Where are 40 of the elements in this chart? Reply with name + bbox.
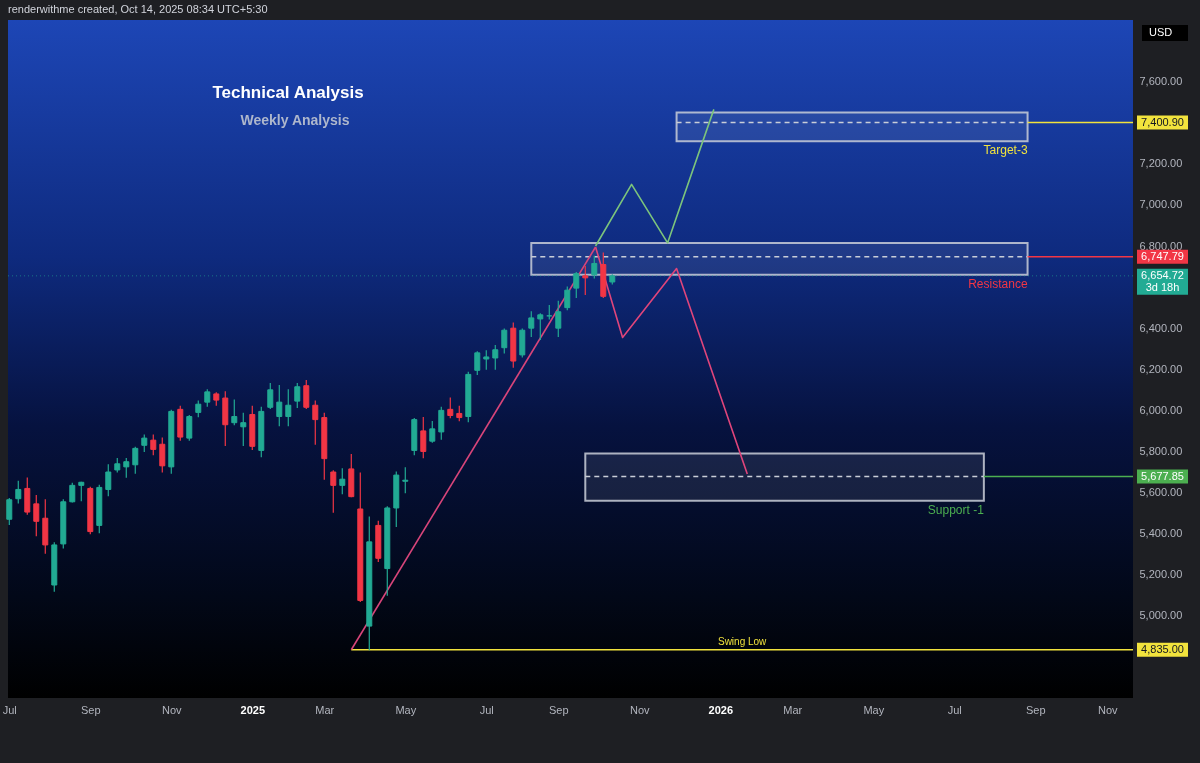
x-tick-label: Jul xyxy=(479,703,494,716)
text: renderwithme created, Oct 14, 2025 08:34 UTC+5:30 xyxy=(8,3,268,15)
y-tick-label: 5,600.00 xyxy=(1139,486,1183,499)
x-tick-label: Jul xyxy=(2,703,17,716)
data-label: 7,400.90 xyxy=(1141,115,1184,128)
x-tick-label: Mar xyxy=(315,703,335,716)
x-tick-label: Sep xyxy=(1026,703,1046,716)
y-tick-label: 6,000.00 xyxy=(1139,403,1183,416)
y-tick-label: 7,000.00 xyxy=(1139,198,1183,211)
ref-line-label: 6,654.72 3d 18h xyxy=(1141,268,1184,293)
text: Support -1 xyxy=(927,502,985,517)
series-label: Swing Low xyxy=(717,635,768,647)
text: Technical Analysis xyxy=(212,83,364,102)
x-tick-label: Nov xyxy=(1098,703,1119,716)
y-tick-label: 5,800.00 xyxy=(1139,444,1183,457)
x-tick-label: Nov xyxy=(162,703,183,716)
series-label: Resistance xyxy=(968,276,1028,291)
y-tick-label: 5,200.00 xyxy=(1139,568,1183,581)
y-tick-label: 6,200.00 xyxy=(1139,362,1183,375)
x-tick-label: May xyxy=(863,703,885,716)
x-tick-label: Nov xyxy=(630,703,651,716)
y-tick-label: 6,400.00 xyxy=(1139,321,1183,334)
text: USD xyxy=(1149,26,1173,38)
y-tick-label: 5,400.00 xyxy=(1139,527,1183,540)
x-tick-label: 2026 xyxy=(708,703,734,716)
x-tick-label: Mar xyxy=(783,703,803,716)
x-tick-label: 2025 xyxy=(240,703,266,716)
y-tick-label: 7,600.00 xyxy=(1139,75,1183,88)
y-tick-label: 7,200.00 xyxy=(1139,157,1183,170)
text: Weekly Analysis xyxy=(240,112,350,128)
series-label: Target-3 xyxy=(983,143,1028,158)
data-label: 6,747.79 xyxy=(1141,249,1184,262)
y-tick-label: 6,800.00 xyxy=(1139,239,1183,252)
data-label: 5,677.85 xyxy=(1141,469,1184,482)
x-tick-label: Sep xyxy=(81,703,101,716)
x-tick-label: May xyxy=(395,703,417,716)
x-tick-label: Sep xyxy=(549,703,569,716)
y-tick-label: 5,000.00 xyxy=(1139,609,1183,622)
x-tick-label: Jul xyxy=(947,703,962,716)
data-label: 4,835.00 xyxy=(1141,642,1184,655)
